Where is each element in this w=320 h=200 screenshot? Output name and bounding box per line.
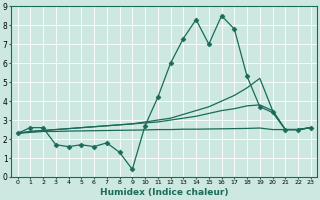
X-axis label: Humidex (Indice chaleur): Humidex (Indice chaleur) xyxy=(100,188,228,197)
